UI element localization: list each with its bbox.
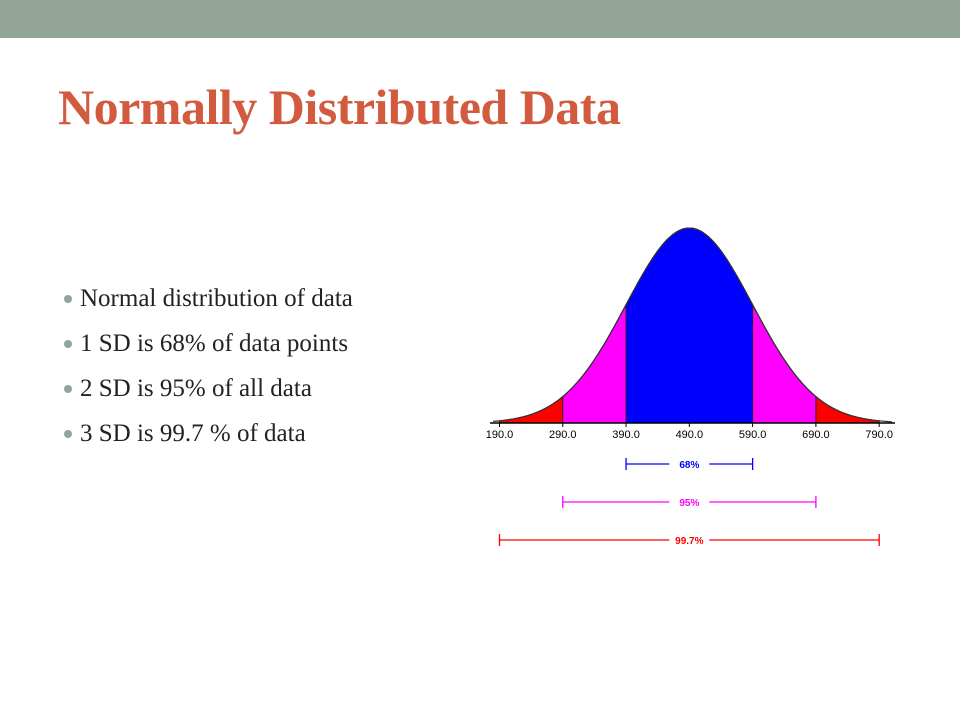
interval-label: 68% (679, 460, 699, 471)
bullet-dot (64, 339, 72, 348)
interval-label-bg (669, 457, 710, 471)
bullet-dot (64, 294, 72, 303)
bullet: 3 SD is 99.7 % of data (64, 411, 353, 456)
x-tick-label: 790.0 (865, 429, 893, 441)
bullet-text: 2 SD is 95% of all data (80, 374, 312, 402)
x-tick-label: 490.0 (676, 429, 704, 441)
band-area (625, 227, 754, 424)
x-tick-label: 590.0 (739, 429, 767, 441)
bullet: 2 SD is 95% of all data (64, 366, 353, 411)
curve-outline (493, 227, 892, 423)
bullet-text: 3 SD is 99.7 % of data (80, 419, 306, 447)
bullet-dot (64, 429, 72, 438)
interval-label-bg (669, 533, 710, 547)
x-tick-label: 690.0 (802, 429, 830, 441)
bullet-text: 1 SD is 68% of data points (80, 329, 349, 357)
top-bar (0, 0, 960, 38)
slide-title: Normally Distributed Data (58, 79, 621, 135)
x-tick-label: 290.0 (549, 429, 577, 441)
bullet: Normal distribution of data (64, 276, 353, 321)
bullet-dot (64, 384, 72, 393)
bullet-list: Normal distribution of data 1 SD is 68% … (64, 276, 353, 456)
interval-label: 99.7% (675, 536, 703, 547)
x-tick-label: 390.0 (612, 429, 640, 441)
x-tick-label: 190.0 (486, 429, 514, 441)
interval-label-bg (669, 495, 710, 509)
interval-label: 95% (679, 498, 699, 509)
bullet: 1 SD is 68% of data points (64, 321, 353, 366)
bullet-text: Normal distribution of data (80, 284, 353, 312)
